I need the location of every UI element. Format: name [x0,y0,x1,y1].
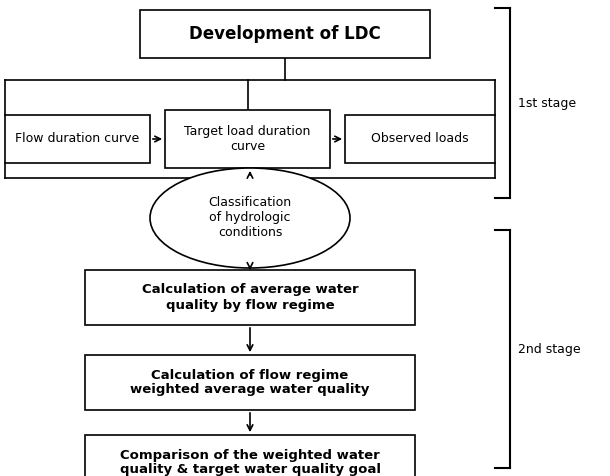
FancyBboxPatch shape [345,115,495,163]
FancyBboxPatch shape [85,355,415,410]
Text: Calculation of average water
quality by flow regime: Calculation of average water quality by … [142,284,358,311]
Text: Flow duration curve: Flow duration curve [15,132,140,146]
FancyBboxPatch shape [140,10,430,58]
Text: Observed loads: Observed loads [371,132,469,146]
Text: 1st stage: 1st stage [518,97,576,109]
Text: Calculation of flow regime
weighted average water quality: Calculation of flow regime weighted aver… [131,368,370,397]
FancyBboxPatch shape [85,270,415,325]
FancyBboxPatch shape [5,115,150,163]
Text: Classification
of hydrologic
conditions: Classification of hydrologic conditions [209,197,292,239]
Ellipse shape [150,168,350,268]
Text: Target load duration
curve: Target load duration curve [184,125,310,153]
Text: Comparison of the weighted water
quality & target water quality goal: Comparison of the weighted water quality… [120,448,381,476]
Text: 2nd stage: 2nd stage [518,343,581,356]
FancyBboxPatch shape [85,435,415,476]
Text: Development of LDC: Development of LDC [189,25,381,43]
FancyBboxPatch shape [165,110,330,168]
